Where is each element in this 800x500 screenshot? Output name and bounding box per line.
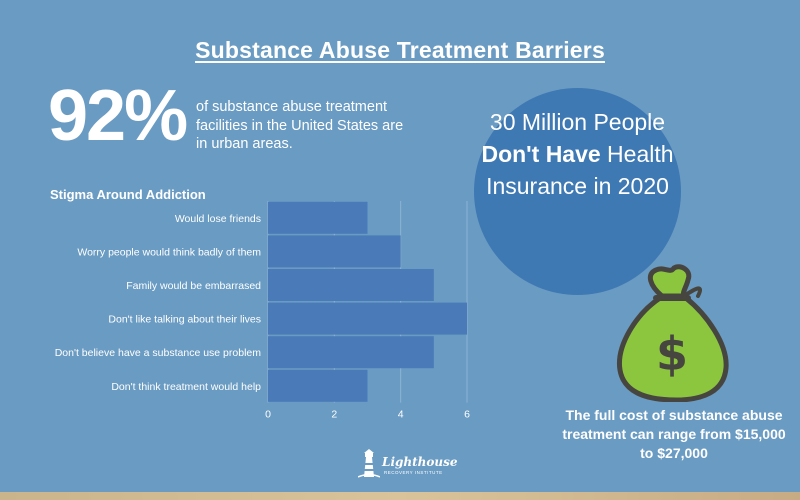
- chart-title: Stigma Around Addiction: [50, 187, 206, 202]
- insurance-text-bold-2: Have: [545, 141, 601, 167]
- tick-label-2: 4: [398, 409, 404, 421]
- bar-3: [268, 302, 467, 335]
- bag-body: [617, 295, 729, 402]
- bottom-strip: [0, 492, 800, 500]
- stat-description: of substance abuse treatment facilities …: [196, 99, 404, 152]
- bar-5: [268, 369, 368, 402]
- lighthouse-icon: [358, 449, 380, 478]
- lighthouse-logo: Lighthouse RECOVERY INSTITUTE: [358, 449, 458, 481]
- category-label-3: Don't like talking about their lives: [108, 314, 261, 326]
- money-bag-icon: $: [617, 264, 729, 402]
- bag-dollar-sign: $: [656, 327, 688, 381]
- stat-value: 92%: [48, 76, 188, 156]
- logo-tagline: RECOVERY INSTITUTE: [384, 470, 443, 475]
- bar-0: [268, 201, 368, 234]
- logo-name: Lighthouse: [382, 455, 458, 469]
- bar-4: [268, 336, 434, 369]
- category-label-5: Don't think treatment would help: [111, 381, 261, 393]
- insurance-statement: 30 Million People Don't Have Health Insu…: [474, 106, 681, 202]
- bag-top: [647, 264, 692, 299]
- category-label-4: Don't believe have a substance use probl…: [55, 347, 262, 359]
- insurance-text-3: Health Insurance in 2020: [486, 141, 674, 199]
- tick-label-1: 2: [331, 409, 337, 421]
- insurance-text-bold-1: Don't: [481, 141, 540, 167]
- category-label-1: Worry people would think badly of them: [77, 246, 261, 258]
- insurance-circle: [474, 88, 681, 295]
- bag-string: [682, 286, 703, 298]
- category-label-2: Family would be embarrased: [126, 280, 261, 292]
- stigma-bar-chart: Would lose friends Worry people would thi…: [55, 201, 470, 421]
- bar-1: [268, 235, 401, 268]
- bar-2: [268, 269, 434, 301]
- page-title: Substance Abuse Treatment Barriers: [195, 37, 605, 63]
- tick-label-0: 0: [265, 409, 271, 421]
- insurance-text-1: 30 Million People: [489, 109, 666, 135]
- category-label-0: Would lose friends: [175, 213, 261, 225]
- cost-statement: The full cost of substance abuse treatme…: [562, 407, 786, 461]
- tick-label-3: 6: [464, 409, 470, 421]
